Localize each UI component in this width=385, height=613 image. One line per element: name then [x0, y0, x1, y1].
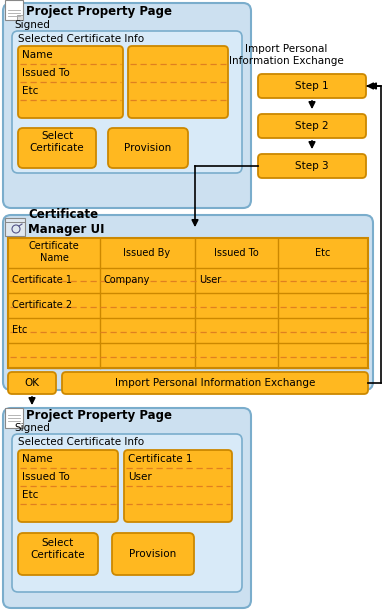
Bar — [5, 218, 25, 236]
FancyBboxPatch shape — [124, 450, 232, 522]
FancyBboxPatch shape — [12, 31, 242, 173]
Text: Etc: Etc — [22, 86, 38, 96]
Text: Step 1: Step 1 — [295, 81, 329, 91]
Text: Certificate
Manager UI: Certificate Manager UI — [28, 208, 104, 236]
Bar — [8, 238, 368, 368]
FancyBboxPatch shape — [18, 533, 98, 575]
Text: Step 2: Step 2 — [295, 121, 329, 131]
Text: Issued To: Issued To — [22, 472, 70, 482]
FancyBboxPatch shape — [62, 372, 368, 394]
Text: Issued To: Issued To — [214, 248, 258, 258]
Text: Etc: Etc — [315, 248, 331, 258]
Text: Provision: Provision — [124, 143, 172, 153]
Text: Selected Certificate Info: Selected Certificate Info — [18, 34, 144, 44]
Bar — [5, 0, 23, 20]
Text: Certificate 1: Certificate 1 — [128, 454, 192, 464]
Polygon shape — [17, 15, 23, 20]
Text: Certificate 1: Certificate 1 — [12, 275, 72, 285]
FancyBboxPatch shape — [112, 533, 194, 575]
FancyBboxPatch shape — [18, 46, 123, 118]
FancyBboxPatch shape — [258, 154, 366, 178]
Text: Step 3: Step 3 — [295, 161, 329, 171]
FancyBboxPatch shape — [108, 128, 188, 168]
Text: Import Personal
Information Exchange: Import Personal Information Exchange — [229, 44, 343, 66]
Text: Selected Certificate Info: Selected Certificate Info — [18, 437, 144, 447]
Text: Etc: Etc — [12, 325, 27, 335]
Text: Select
Certificate: Select Certificate — [30, 131, 84, 153]
Text: Certificate 2: Certificate 2 — [12, 300, 72, 310]
FancyBboxPatch shape — [128, 46, 228, 118]
Text: Certificate
Name: Certificate Name — [28, 241, 79, 263]
Text: Select
Certificate: Select Certificate — [31, 538, 85, 560]
Text: Project Property Page: Project Property Page — [26, 6, 172, 18]
Text: Name: Name — [22, 454, 53, 464]
Text: Signed: Signed — [14, 423, 50, 433]
Text: Issued By: Issued By — [124, 248, 171, 258]
FancyBboxPatch shape — [12, 434, 242, 592]
FancyBboxPatch shape — [3, 215, 373, 390]
FancyBboxPatch shape — [3, 3, 251, 208]
FancyBboxPatch shape — [258, 114, 366, 138]
Text: User: User — [128, 472, 152, 482]
Text: Provision: Provision — [129, 549, 177, 559]
Text: User: User — [199, 275, 221, 285]
FancyBboxPatch shape — [18, 128, 96, 168]
Text: Etc: Etc — [22, 490, 38, 500]
Text: OK: OK — [25, 378, 40, 388]
Bar — [5, 408, 23, 428]
FancyBboxPatch shape — [258, 74, 366, 98]
FancyBboxPatch shape — [3, 408, 251, 608]
Text: Signed: Signed — [14, 20, 50, 30]
FancyBboxPatch shape — [18, 450, 118, 522]
Text: Issued To: Issued To — [22, 68, 70, 78]
Text: Company: Company — [104, 275, 151, 285]
Text: Project Property Page: Project Property Page — [26, 409, 172, 422]
Text: Import Personal Information Exchange: Import Personal Information Exchange — [115, 378, 315, 388]
Text: Name: Name — [22, 50, 53, 60]
FancyBboxPatch shape — [8, 372, 56, 394]
